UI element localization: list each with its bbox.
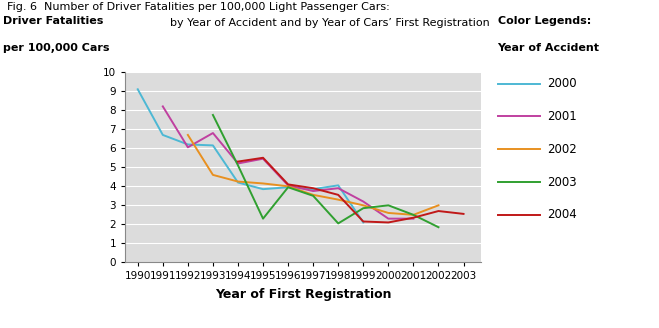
Line: 2002: 2002: [188, 135, 438, 215]
2004: [459, 212, 467, 216]
Text: Fig. 6  Number of Driver Fatalities per 100,000 Light Passenger Cars:: Fig. 6 Number of Driver Fatalities per 1…: [7, 2, 389, 11]
2000: [334, 183, 342, 187]
2002: [334, 198, 342, 202]
Text: Year of Accident: Year of Accident: [498, 43, 600, 52]
2002: [384, 211, 392, 215]
2001: [159, 104, 167, 108]
2004: [409, 216, 417, 220]
2002: [434, 203, 442, 207]
2000: [184, 142, 192, 146]
2002: [234, 180, 242, 184]
2001: [209, 131, 217, 135]
2001: [309, 189, 317, 193]
2000: [234, 180, 242, 184]
2003: [384, 203, 392, 207]
Line: 2003: 2003: [213, 115, 438, 227]
2001: [284, 183, 292, 187]
2004: [359, 219, 367, 223]
2000: [159, 133, 167, 137]
2000: [359, 220, 367, 224]
2004: [334, 193, 342, 197]
Text: Color Legends:: Color Legends:: [498, 16, 591, 26]
2004: [259, 156, 267, 160]
2001: [184, 145, 192, 149]
Text: 2002: 2002: [547, 143, 577, 156]
Line: 2004: 2004: [238, 158, 463, 222]
Line: 2001: 2001: [163, 106, 413, 219]
2000: [259, 187, 267, 191]
2001: [409, 217, 417, 221]
Text: by Year of Accident and by Year of Cars’ First Registration: by Year of Accident and by Year of Cars’…: [169, 18, 490, 28]
Text: Driver Fatalities: Driver Fatalities: [3, 16, 103, 26]
2002: [209, 173, 217, 177]
2004: [434, 209, 442, 213]
2002: [259, 181, 267, 185]
2000: [209, 143, 217, 147]
Text: 2000: 2000: [547, 77, 577, 90]
2001: [259, 157, 267, 161]
2000: [284, 185, 292, 189]
2003: [234, 163, 242, 167]
2002: [284, 184, 292, 188]
2003: [209, 113, 217, 117]
2000: [309, 187, 317, 191]
2002: [184, 133, 192, 137]
Line: 2000: 2000: [138, 89, 363, 222]
2004: [384, 220, 392, 224]
Text: 2001: 2001: [547, 110, 577, 123]
2002: [359, 203, 367, 207]
Text: per 100,000 Cars: per 100,000 Cars: [3, 43, 110, 52]
Text: 2004: 2004: [547, 208, 577, 221]
2000: [134, 87, 142, 91]
2003: [334, 221, 342, 225]
2003: [434, 225, 442, 229]
2003: [284, 185, 292, 189]
2003: [309, 194, 317, 198]
2004: [309, 186, 317, 190]
Text: 2003: 2003: [547, 175, 577, 189]
2003: [359, 206, 367, 210]
2001: [359, 199, 367, 203]
2002: [409, 213, 417, 217]
2001: [334, 186, 342, 190]
2001: [234, 161, 242, 165]
2001: [384, 217, 392, 221]
2004: [234, 160, 242, 164]
X-axis label: Year of First Registration: Year of First Registration: [215, 288, 391, 301]
2002: [309, 193, 317, 197]
2003: [409, 213, 417, 217]
2004: [284, 182, 292, 186]
2003: [259, 217, 267, 221]
